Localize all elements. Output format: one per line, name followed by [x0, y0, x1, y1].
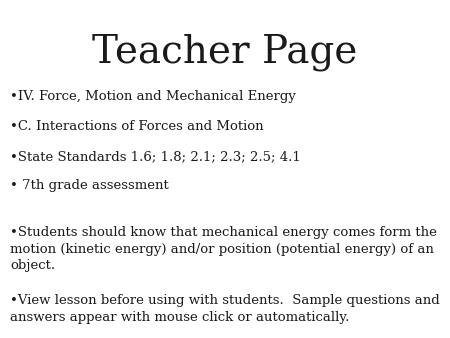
Text: •C. Interactions of Forces and Motion: •C. Interactions of Forces and Motion [10, 120, 264, 133]
Text: • 7th grade assessment: • 7th grade assessment [10, 179, 169, 192]
Text: Teacher Page: Teacher Page [92, 34, 358, 71]
Text: •IV. Force, Motion and Mechanical Energy: •IV. Force, Motion and Mechanical Energy [10, 90, 296, 102]
Text: •State Standards 1.6; 1.8; 2.1; 2.3; 2.5; 4.1: •State Standards 1.6; 1.8; 2.1; 2.3; 2.5… [10, 150, 301, 163]
Text: •Students should know that mechanical energy comes form the
motion (kinetic ener: •Students should know that mechanical en… [10, 226, 437, 272]
Text: •View lesson before using with students.  Sample questions and
answers appear wi: •View lesson before using with students.… [10, 294, 440, 323]
